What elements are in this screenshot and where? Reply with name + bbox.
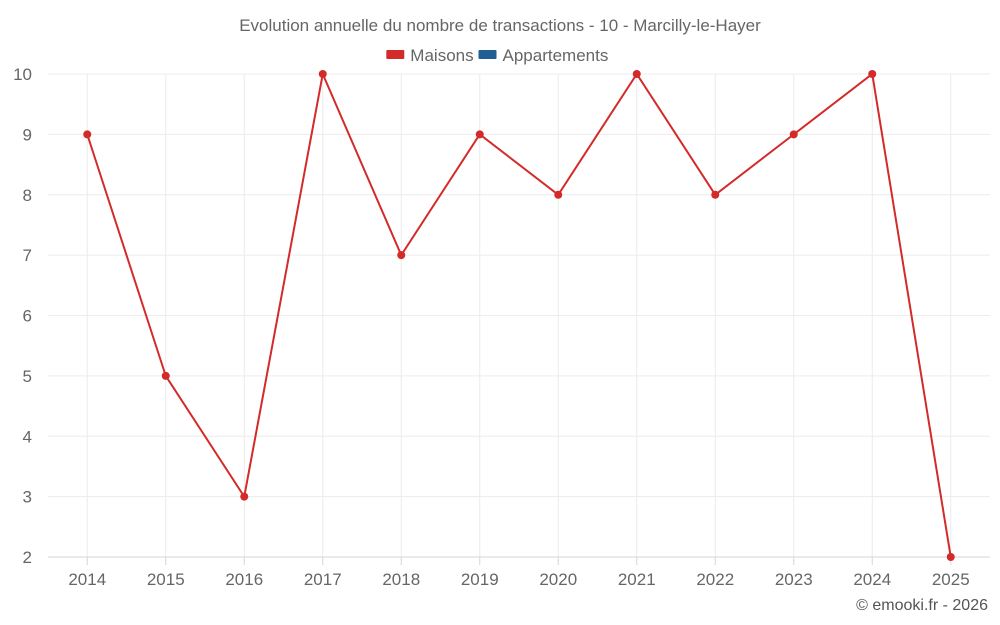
x-tick-label: 2021 xyxy=(618,570,656,589)
x-tick-label: 2022 xyxy=(696,570,734,589)
x-tick-label: 2017 xyxy=(304,570,342,589)
y-tick-label: 7 xyxy=(23,246,32,265)
x-tick-label: 2014 xyxy=(68,570,106,589)
data-point xyxy=(711,190,720,199)
x-tick-label: 2015 xyxy=(147,570,185,589)
data-point xyxy=(946,553,955,561)
y-tick-label: 6 xyxy=(23,307,32,326)
x-tick-label: 2025 xyxy=(932,570,970,589)
y-tick-label: 5 xyxy=(23,367,32,386)
x-tick-label: 2019 xyxy=(461,570,499,589)
y-tick-label: 8 xyxy=(23,186,32,205)
y-tick-label: 9 xyxy=(23,125,32,144)
legend-swatch-appartements xyxy=(478,50,497,59)
data-point xyxy=(161,371,170,380)
x-tick-label: 2020 xyxy=(539,570,577,589)
y-tick-label: 4 xyxy=(23,427,32,446)
data-point xyxy=(318,70,327,78)
data-point xyxy=(789,130,798,139)
y-axis: 2 3 4 5 6 7 8 9 10 xyxy=(13,65,32,567)
x-tick-label: 2016 xyxy=(225,570,263,589)
y-tick-label: 3 xyxy=(23,488,32,507)
y-tick-label: 2 xyxy=(23,548,32,567)
data-point xyxy=(554,190,563,199)
data-point xyxy=(475,130,484,139)
credit-text: © emooki.fr - 2026 xyxy=(856,597,988,614)
data-point xyxy=(83,130,92,139)
series-group xyxy=(83,70,955,561)
data-point xyxy=(632,70,641,78)
legend: Maisons Appartements xyxy=(386,46,608,65)
series-line-maisons xyxy=(86,70,952,558)
x-tick-label: 2023 xyxy=(775,570,813,589)
x-tick-label: 2018 xyxy=(382,570,420,589)
data-point xyxy=(240,492,249,501)
grid xyxy=(48,73,990,558)
y-tick-label: 10 xyxy=(13,65,32,84)
chart-title: Evolution annuelle du nombre de transact… xyxy=(239,16,761,35)
data-point xyxy=(868,70,877,78)
legend-swatch-maisons xyxy=(386,50,405,59)
legend-label-appartements: Appartements xyxy=(503,46,609,65)
data-point xyxy=(397,251,406,260)
legend-label-maisons: Maisons xyxy=(410,46,473,65)
x-tick-label: 2024 xyxy=(853,570,891,589)
x-axis: 2014 2015 2016 2017 2018 2019 2020 2021 2022 2023… xyxy=(48,556,990,589)
